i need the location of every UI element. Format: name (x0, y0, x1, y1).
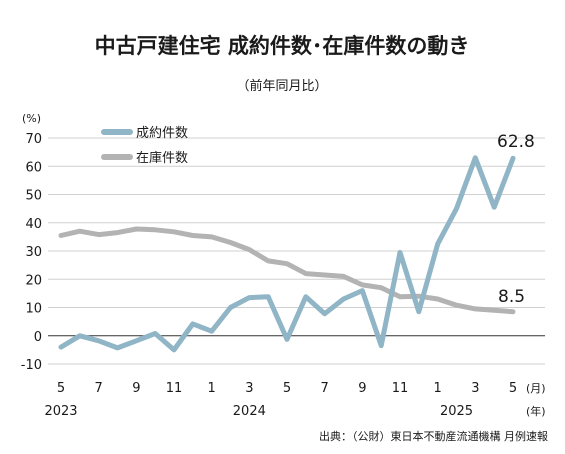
data-point-contracts (134, 338, 139, 343)
data-point-inventory (77, 229, 82, 234)
data-point-inventory (398, 294, 402, 299)
data-point-contracts (153, 331, 158, 336)
data-point-contracts (492, 205, 497, 210)
data-point-contracts (360, 288, 365, 293)
x-tick-label: 5 (509, 381, 517, 396)
series-line-contracts (58, 155, 516, 353)
data-point-inventory (379, 285, 384, 290)
data-point-contracts (303, 294, 308, 299)
y-tick-label: 40 (25, 217, 42, 232)
data-point-contracts (190, 321, 195, 326)
data-point-contracts (115, 345, 120, 350)
data-point-contracts (172, 347, 176, 352)
data-point-inventory (285, 261, 289, 266)
x-tick-label: 1 (434, 381, 442, 396)
data-point-inventory (303, 271, 308, 276)
x-tick-label: 5 (283, 381, 291, 396)
y-tick-label: 60 (25, 160, 42, 175)
data-point-contracts (228, 305, 233, 310)
legend-label-contracts: 成約件数 (136, 126, 188, 141)
chart-title: 中古戸建住宅 成約件数･在庫件数の動き (95, 34, 470, 58)
data-point-contracts (473, 155, 478, 160)
data-point-inventory (435, 297, 440, 301)
data-point-contracts (511, 156, 515, 161)
y-axis-ticks: -10 0 10 20 30 40 50 60 70 (21, 132, 42, 373)
data-point-contracts (435, 241, 440, 246)
data-point-contracts (96, 338, 101, 343)
data-point-inventory (59, 233, 63, 238)
data-point-inventory (360, 282, 365, 287)
data-point-contracts (322, 311, 327, 316)
x-tick-label: 11 (392, 381, 409, 396)
data-point-contracts (379, 343, 384, 348)
data-point-inventory (454, 303, 459, 308)
legend: 成約件数 在庫件数 (101, 126, 188, 166)
series-lines (58, 155, 516, 353)
data-point-inventory (416, 294, 421, 299)
data-point-contracts (266, 294, 271, 299)
data-point-inventory (96, 232, 101, 237)
data-point-inventory (247, 247, 252, 252)
legend-label-inventory: 在庫件数 (136, 151, 188, 166)
data-point-contracts (77, 333, 82, 338)
y-tick-label: 50 (25, 189, 42, 204)
data-point-inventory (115, 230, 120, 235)
data-point-contracts (209, 329, 214, 334)
x-tick-label: 11 (166, 381, 183, 396)
x-tick-label: 3 (471, 381, 479, 396)
data-point-inventory (172, 229, 176, 234)
data-point-inventory (473, 306, 478, 311)
data-point-inventory (266, 258, 271, 263)
y-tick-label: 0 (34, 330, 42, 345)
x-tick-label: 3 (245, 381, 253, 396)
data-point-contracts (398, 250, 402, 255)
y-axis-unit: (%) (22, 112, 41, 125)
data-point-contracts (416, 309, 421, 314)
x-tick-label: 7 (95, 381, 103, 396)
x-tick-label: 1 (208, 381, 216, 396)
year-label: 2023 (44, 404, 77, 419)
data-point-inventory (511, 309, 515, 314)
source-note: 出典：（公財）東日本不動産流通機構 月例速報 (319, 429, 548, 443)
data-point-inventory (209, 234, 214, 239)
data-point-inventory (492, 308, 497, 313)
data-point-inventory (153, 227, 158, 232)
data-point-contracts (59, 345, 63, 350)
data-point-inventory (228, 240, 233, 245)
chart-subtitle: （前年同月比） (236, 78, 327, 94)
end-label-contracts: 62.8 (497, 132, 535, 152)
series-line-inventory (58, 226, 516, 315)
data-point-inventory (341, 274, 346, 279)
x-tick-label: 9 (132, 381, 140, 396)
x-axis-year-unit: (年) (526, 404, 546, 418)
x-tick-label: 5 (57, 381, 65, 396)
grid-lines (48, 137, 545, 365)
x-tick-label: 7 (321, 381, 329, 396)
y-tick-label: 20 (25, 273, 42, 288)
y-tick-label: 30 (25, 245, 42, 260)
year-label: 2024 (233, 404, 266, 419)
x-axis-month-unit: (月) (526, 382, 546, 395)
y-tick-label: 10 (25, 302, 42, 317)
y-tick-label: -10 (21, 358, 42, 373)
data-point-inventory (322, 273, 327, 277)
y-tick-label: 70 (25, 132, 42, 147)
end-label-inventory: 8.5 (498, 287, 525, 307)
x-tick-label: 9 (358, 381, 366, 396)
data-point-contracts (454, 206, 459, 211)
year-label: 2025 (440, 404, 473, 419)
data-point-contracts (247, 295, 252, 300)
data-point-contracts (285, 337, 289, 342)
data-point-contracts (341, 297, 346, 301)
data-point-inventory (190, 233, 195, 238)
data-point-inventory (134, 227, 139, 231)
